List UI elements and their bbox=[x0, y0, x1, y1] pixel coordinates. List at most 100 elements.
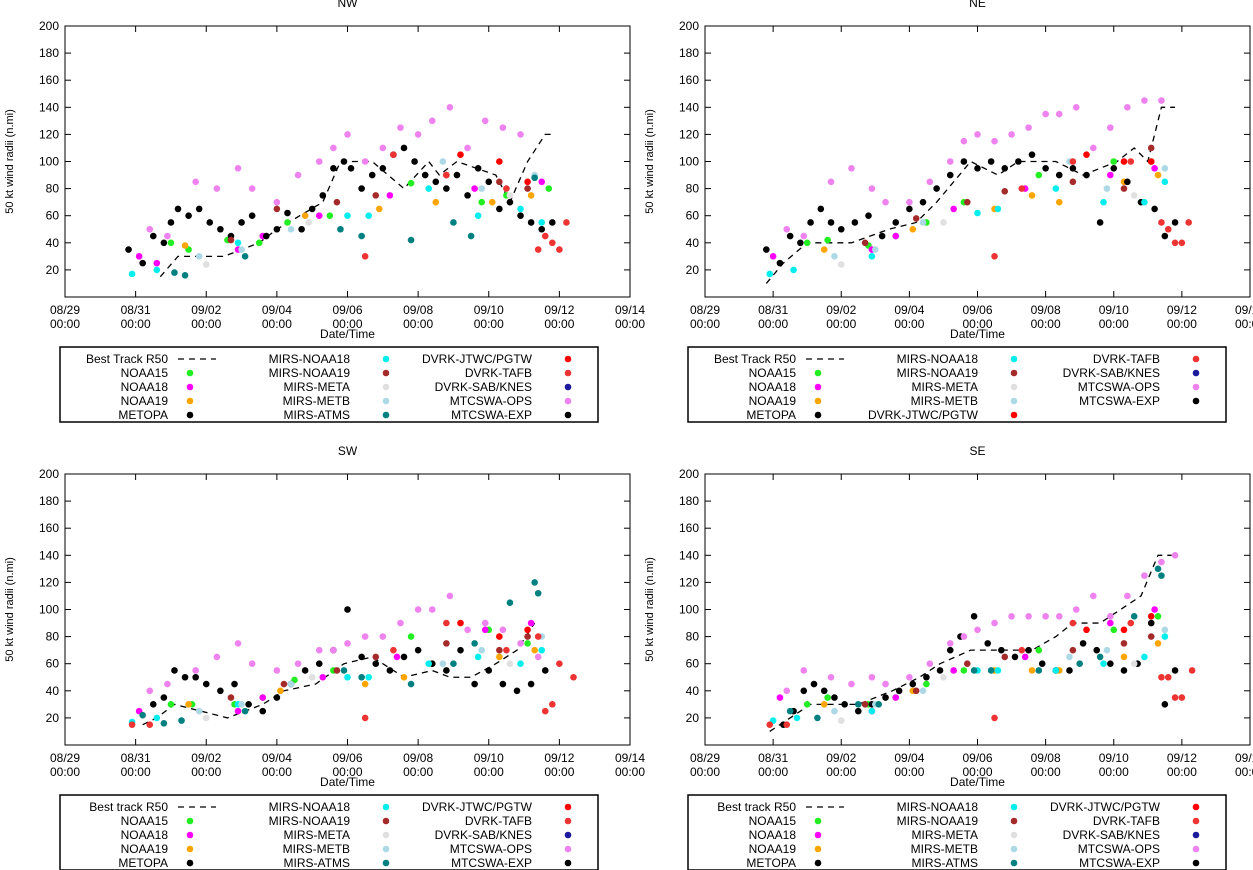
y-tick-label: 120 bbox=[39, 127, 59, 141]
data-point bbox=[308, 673, 316, 681]
data-point bbox=[1110, 158, 1118, 165]
legend-marker bbox=[814, 831, 822, 839]
legend-marker bbox=[186, 859, 194, 867]
y-tick-label: 180 bbox=[679, 494, 699, 508]
legend-marker bbox=[186, 411, 194, 419]
data-point bbox=[273, 205, 281, 213]
legend-marker bbox=[382, 355, 390, 363]
data-point bbox=[375, 205, 383, 213]
data-point bbox=[895, 687, 903, 695]
data-point bbox=[450, 660, 457, 667]
y-tick-label: 100 bbox=[39, 155, 59, 169]
data-point bbox=[319, 673, 327, 681]
data-point bbox=[534, 589, 542, 597]
data-point bbox=[1120, 667, 1128, 674]
data-point bbox=[820, 687, 828, 695]
data-point bbox=[1124, 104, 1131, 111]
data-point bbox=[125, 246, 132, 253]
x-tick-label-time: 00:00 bbox=[962, 765, 992, 779]
y-tick-label: 60 bbox=[686, 209, 700, 223]
data-point bbox=[960, 633, 968, 640]
data-point bbox=[906, 198, 913, 206]
data-point bbox=[960, 137, 968, 145]
data-point bbox=[763, 246, 770, 253]
y-tick-label: 60 bbox=[46, 209, 60, 223]
series-noaa18 bbox=[135, 178, 546, 267]
x-axis-label-se: Date/Time bbox=[950, 775, 1005, 789]
data-point bbox=[1096, 653, 1104, 661]
legend-marker bbox=[1192, 817, 1200, 825]
data-point bbox=[139, 711, 146, 719]
x-tick-label-date: 09/08 bbox=[1031, 751, 1061, 765]
data-point bbox=[1154, 565, 1162, 573]
legend-label: MIRS-META bbox=[912, 828, 978, 842]
data-point bbox=[1066, 653, 1073, 661]
data-point bbox=[319, 192, 327, 199]
data-point bbox=[400, 673, 408, 681]
data-point bbox=[1100, 660, 1107, 667]
y-tick-label: 140 bbox=[39, 100, 59, 114]
data-point bbox=[766, 270, 774, 278]
data-point bbox=[974, 209, 981, 217]
data-point bbox=[471, 640, 478, 647]
x-tick-label-date: 09/02 bbox=[191, 303, 221, 317]
data-point bbox=[1035, 667, 1043, 674]
data-point bbox=[556, 246, 563, 253]
data-point bbox=[776, 694, 784, 701]
data-point bbox=[1124, 592, 1131, 600]
data-point bbox=[227, 694, 235, 701]
data-point bbox=[1164, 673, 1172, 681]
data-point bbox=[386, 192, 394, 199]
x-tick-label-time: 00:00 bbox=[1235, 765, 1253, 779]
data-point bbox=[1171, 667, 1179, 674]
data-point bbox=[453, 171, 461, 179]
data-point bbox=[909, 225, 917, 233]
data-point bbox=[824, 236, 831, 244]
x-tick-label-date: 09/12 bbox=[1167, 303, 1197, 317]
data-point bbox=[820, 246, 828, 253]
data-point bbox=[556, 660, 563, 667]
data-point bbox=[397, 124, 404, 131]
data-point bbox=[541, 232, 549, 240]
x-tick-label-time: 00:00 bbox=[758, 765, 788, 779]
x-tick-label-time: 00:00 bbox=[894, 317, 924, 331]
y-tick-label: 80 bbox=[46, 182, 60, 196]
legend-label: DVRK-JTWC/PGTW bbox=[1050, 800, 1161, 814]
data-point bbox=[861, 239, 869, 247]
data-point bbox=[443, 640, 450, 647]
legend-label: Best track R50 bbox=[717, 800, 796, 814]
data-point bbox=[372, 653, 380, 661]
legend-marker bbox=[1192, 831, 1200, 839]
data-point bbox=[534, 653, 542, 661]
data-point bbox=[926, 660, 934, 667]
series-mirs-noaa18 bbox=[766, 178, 1169, 278]
data-point bbox=[139, 259, 146, 267]
x-tick-label-date: 09/02 bbox=[191, 751, 221, 765]
x-tick-label-time: 00:00 bbox=[690, 317, 720, 331]
data-point bbox=[882, 680, 889, 688]
data-point bbox=[1042, 110, 1049, 118]
best-track-line-ne bbox=[765, 106, 1176, 284]
data-point bbox=[1178, 239, 1186, 247]
data-point bbox=[1161, 232, 1169, 240]
data-point bbox=[361, 714, 369, 722]
data-point bbox=[287, 680, 295, 688]
data-point bbox=[344, 673, 351, 681]
data-point bbox=[474, 212, 482, 219]
data-point bbox=[496, 205, 503, 213]
data-point bbox=[506, 198, 514, 206]
data-point bbox=[538, 219, 546, 226]
data-point bbox=[206, 219, 214, 226]
data-point bbox=[868, 673, 876, 681]
y-tick-label: 140 bbox=[679, 548, 699, 562]
data-point bbox=[234, 640, 242, 647]
data-point bbox=[1069, 646, 1077, 654]
data-point bbox=[912, 215, 920, 222]
data-point bbox=[390, 646, 397, 654]
data-point bbox=[1069, 619, 1077, 627]
data-point bbox=[831, 694, 838, 701]
data-point bbox=[803, 239, 811, 247]
data-point bbox=[481, 619, 489, 627]
data-point bbox=[241, 253, 249, 260]
legend-marker bbox=[186, 831, 194, 839]
